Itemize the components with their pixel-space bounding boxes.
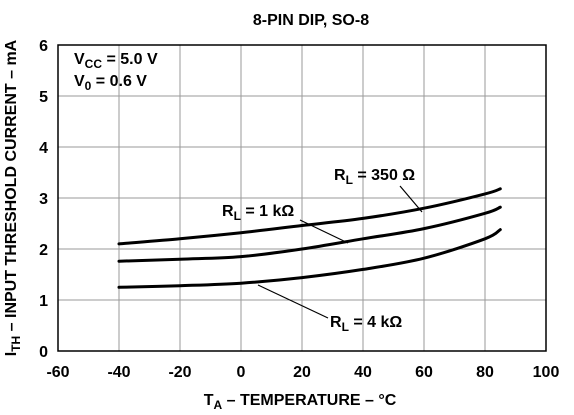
x-tick-label: 40 [354, 364, 372, 381]
x-tick-label: 60 [415, 364, 433, 381]
series-label-350-ohm: RL = 350 Ω [334, 167, 415, 187]
series-lines [117, 187, 502, 289]
y-axis-label: ITH – INPUT THRESHOLD CURRENT – mA [3, 39, 23, 356]
x-tick-label: -20 [168, 364, 191, 381]
x-tick-label: 20 [293, 364, 311, 381]
series-label-4k-ohm: RL = 4 kΩ [330, 314, 402, 334]
x-tick-label: 80 [476, 364, 494, 381]
series-line-350-ohm [117, 187, 502, 246]
leader-350-ohm [399, 185, 423, 213]
chart-title: 8-PIN DIP, SO-8 [253, 12, 369, 29]
plot-frame [57, 44, 547, 352]
x-tick-label: 0 [237, 364, 246, 381]
y-tick-label: 2 [39, 242, 48, 259]
x-tick-label: -40 [107, 364, 130, 381]
x-tick-label: -60 [46, 364, 69, 381]
y-tick-label: 0 [39, 344, 48, 361]
condition-vo: V0 = 0.6 V [74, 73, 147, 93]
x-tick-label: 100 [533, 364, 560, 381]
y-tick-label: 5 [39, 89, 48, 106]
y-tick-label: 6 [39, 38, 48, 55]
x-tick-labels: -60 -40 -20 0 20 40 60 80 100 [46, 364, 559, 381]
y-tick-label: 1 [39, 293, 48, 310]
leader-4k-ohm [257, 284, 329, 319]
y-tick-labels: 0 1 2 3 4 5 6 [39, 38, 48, 361]
leader-1k-ohm [299, 219, 349, 244]
series-line-4k-ohm [117, 228, 502, 289]
y-tick-label: 4 [39, 140, 48, 157]
y-tick-label: 3 [39, 191, 48, 208]
x-axis-label: TA – TEMPERATURE – °C [204, 392, 397, 412]
condition-vcc: VCC = 5.0 V [74, 51, 158, 71]
series-label-1k-ohm: RL = 1 kΩ [222, 203, 294, 223]
series-line-1k-ohm [117, 205, 502, 263]
